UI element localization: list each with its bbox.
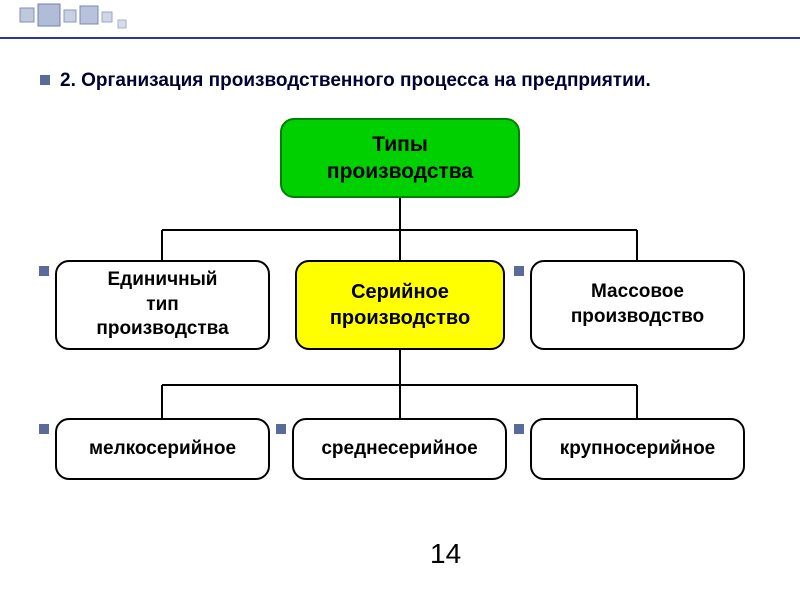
slide-title: 2. Организация производственного процесс… bbox=[60, 70, 651, 92]
header-decoration bbox=[0, 0, 800, 60]
node-large: крупносерийное bbox=[530, 418, 745, 480]
node-unit: Единичныйтиппроизводства bbox=[55, 260, 270, 350]
node-small: мелкосерийное bbox=[55, 418, 270, 480]
list-bullet-icon bbox=[39, 266, 49, 276]
node-root: Типыпроизводства bbox=[280, 118, 520, 198]
node-mass: Массовоепроизводство bbox=[530, 260, 745, 350]
list-bullet-icon bbox=[276, 424, 286, 434]
page-number: 14 bbox=[430, 538, 461, 570]
list-bullet-icon bbox=[514, 424, 524, 434]
hierarchy-diagram: Типыпроизводства Единичныйтиппроизводств… bbox=[0, 110, 800, 540]
list-bullet-icon bbox=[514, 266, 524, 276]
node-medium: среднесерийное bbox=[292, 418, 507, 480]
node-serial: Серийноепроизводство bbox=[295, 260, 505, 350]
list-bullet-icon bbox=[39, 424, 49, 434]
title-bullet bbox=[40, 75, 50, 85]
